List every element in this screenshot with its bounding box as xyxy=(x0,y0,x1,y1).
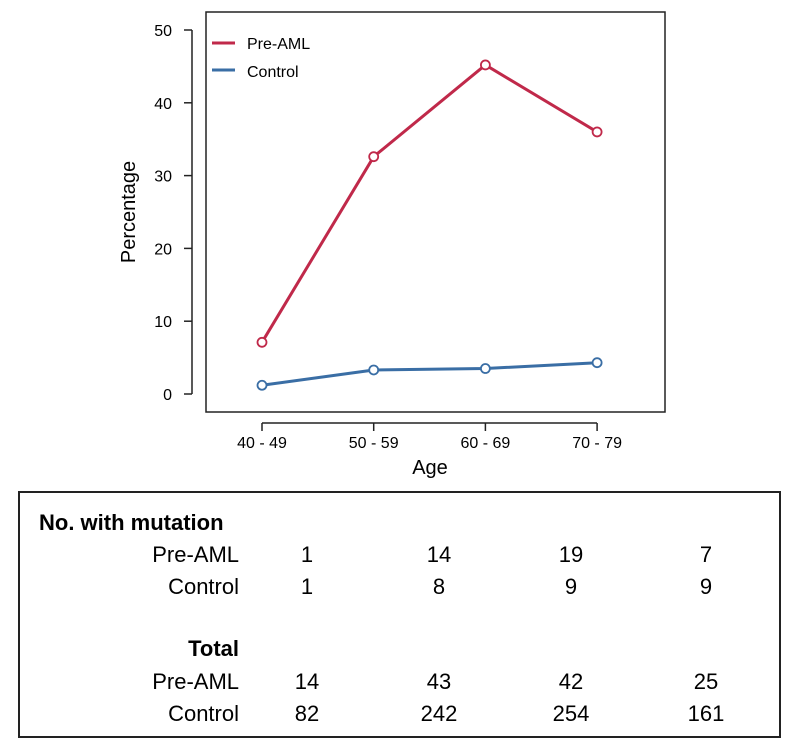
series-line-pre-aml xyxy=(260,63,598,344)
y-axis-ticks: 0 10 20 30 40 50 xyxy=(154,23,192,404)
y-axis-title: Percentage xyxy=(118,161,140,263)
legend-label-control: Control xyxy=(247,64,299,81)
y-tick-label: 40 xyxy=(154,96,172,113)
total-header: Total xyxy=(188,636,239,661)
y-tick-label: 10 xyxy=(154,314,172,331)
mutation-pre-aml-40-49: 1 xyxy=(300,542,314,567)
x-tick-label: 60 - 69 xyxy=(460,435,510,452)
mutation-row-label-pre-aml: Pre-AML xyxy=(152,542,239,567)
total-pre-aml-60-69: 42 xyxy=(558,669,584,694)
mutation-control-50-59: 8 xyxy=(432,574,446,599)
series-line-control xyxy=(261,361,598,387)
total-control-70-79: 161 xyxy=(687,701,725,726)
x-tick-label: 40 - 49 xyxy=(237,435,287,452)
x-axis-ticks: 40 - 49 50 - 59 60 - 69 70 - 79 xyxy=(237,423,622,452)
total-pre-aml-70-79: 25 xyxy=(693,669,719,694)
total-control-40-49: 82 xyxy=(294,701,320,726)
mutation-control-40-49: 1 xyxy=(300,574,314,599)
legend: Pre-AML Control xyxy=(212,36,310,81)
mutation-pre-aml-60-69: 19 xyxy=(558,542,584,567)
mutation-pre-aml-70-79: 7 xyxy=(699,542,713,567)
mutation-control-70-79: 9 xyxy=(699,574,713,599)
line-chart: 0 10 20 30 40 50 40 - 49 50 - 59 60 - 69 70 - 79… xyxy=(118,11,666,479)
total-row-label-control: Control xyxy=(168,701,239,726)
counts-table: No. with mutation Pre-AML 1 14 19 7 Cont… xyxy=(18,491,781,738)
y-tick-label: 20 xyxy=(154,241,172,258)
data-point-pre-aml xyxy=(479,59,491,71)
total-row-label-pre-aml: Pre-AML xyxy=(152,669,239,694)
y-tick-label: 30 xyxy=(154,169,172,186)
data-point-pre-aml xyxy=(591,126,603,138)
mutation-row-label-control: Control xyxy=(168,574,239,599)
data-point-control xyxy=(256,379,268,391)
mutation-header: No. with mutation xyxy=(39,510,224,535)
series-layer xyxy=(256,59,603,391)
mutation-control-60-69: 9 xyxy=(564,574,578,599)
total-control-50-59: 242 xyxy=(420,701,458,726)
data-point-pre-aml xyxy=(368,151,380,163)
y-tick-label: 0 xyxy=(163,387,172,404)
x-tick-label: 70 - 79 xyxy=(572,435,622,452)
x-axis-title: Age xyxy=(412,457,448,479)
legend-label-pre-aml: Pre-AML xyxy=(247,36,310,53)
data-point-control xyxy=(591,357,603,369)
mutation-pre-aml-50-59: 14 xyxy=(426,542,452,567)
data-point-control xyxy=(368,364,380,376)
plot-frame xyxy=(205,11,666,413)
data-point-control xyxy=(479,363,491,374)
total-control-60-69: 254 xyxy=(552,701,590,726)
y-tick-label: 50 xyxy=(154,23,172,40)
x-tick-label: 50 - 59 xyxy=(349,435,399,452)
total-pre-aml-40-49: 14 xyxy=(294,669,320,694)
total-pre-aml-50-59: 43 xyxy=(426,669,452,694)
data-point-pre-aml xyxy=(256,336,268,348)
